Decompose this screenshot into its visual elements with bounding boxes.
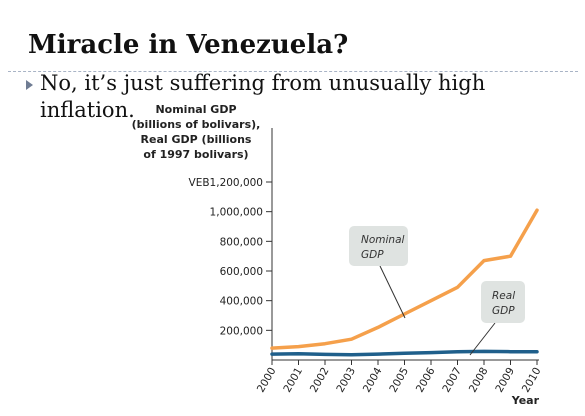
annotation-box	[349, 226, 408, 266]
y-tick-label: 600,000	[220, 266, 263, 278]
x-tick-label: 2001	[281, 366, 305, 395]
annotation-label: GDP	[361, 249, 384, 261]
y-axis-label-line: (billions of bolivars),	[132, 118, 261, 131]
x-tick-label: 2004	[361, 365, 385, 394]
annotation-label: GDP	[492, 305, 515, 317]
x-tick-label: 2009	[493, 366, 517, 395]
x-tick-label: 2006	[414, 365, 438, 394]
y-tick-label: 800,000	[220, 236, 263, 248]
x-tick-label: 2002	[308, 366, 332, 395]
y-tick-label: 400,000	[220, 296, 263, 308]
title-divider	[8, 71, 578, 72]
x-tick-label: 2000	[255, 366, 279, 395]
slide-title: Miracle in Venezuela?	[28, 30, 349, 60]
x-tick-label: 2010	[520, 366, 544, 395]
annotation-box	[481, 281, 525, 323]
y-tick-label: VEB1,200,000	[189, 177, 263, 189]
x-axis-label: Year	[511, 394, 540, 407]
annotations: Nominal GDP Real GDP	[349, 226, 525, 356]
x-tick-label: 2008	[467, 366, 491, 395]
series-lines	[270, 208, 539, 357]
bullet-arrow-icon	[26, 80, 33, 90]
annotation-leader	[379, 265, 406, 319]
x-tick-label: 2003	[334, 366, 358, 395]
y-tick-label: 1,000,000	[210, 207, 263, 219]
x-tick-label: 2005	[387, 366, 411, 395]
annotation-leader	[469, 322, 496, 356]
bullet-text: No, it’s just suffering from unusually h…	[40, 71, 486, 122]
y-axis-label-line: of 1997 bolivars)	[143, 148, 248, 161]
y-axis-label-line: Nominal GDP	[155, 103, 236, 116]
series-line	[270, 349, 539, 357]
y-axis-label: Nominal GDP (billions of bolivars), Real G…	[132, 103, 261, 161]
y-axis-label-line: Real GDP (billions	[141, 133, 252, 146]
y-ticks: 200,000 400,000 600,000 800,000 1,000,000 VEB…	[189, 177, 272, 337]
axes	[271, 128, 539, 361]
annotation-label: Nominal	[361, 234, 405, 246]
annotation-label: Real	[492, 290, 515, 302]
x-ticks: 2000 2001 2002 2003 2004 2005 2006 2007 2008 2009…	[255, 360, 544, 395]
series-line	[270, 208, 539, 350]
y-tick-label: 200,000	[220, 325, 263, 337]
x-tick-label: 2007	[440, 366, 464, 395]
